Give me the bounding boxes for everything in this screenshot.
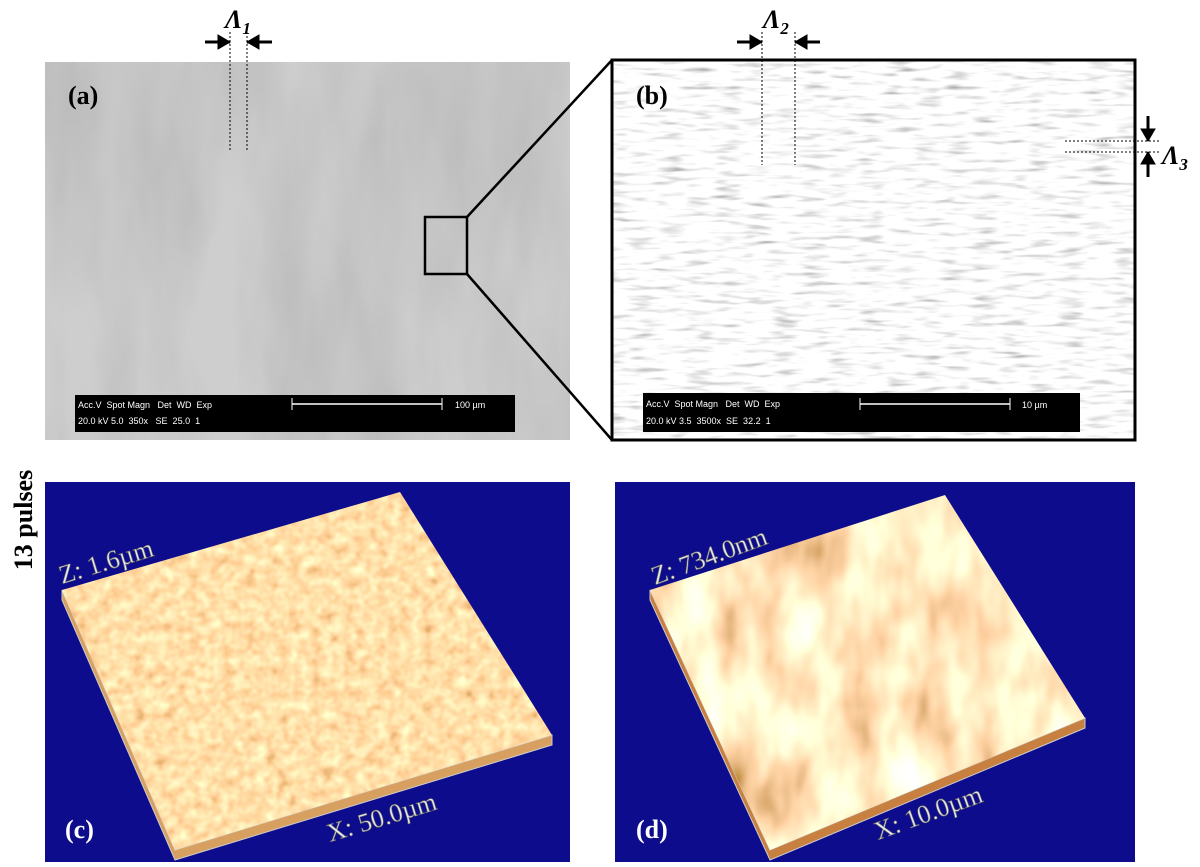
panel-label: (b) (636, 81, 668, 110)
arrow-head (749, 34, 763, 50)
panel-label: (c) (65, 815, 94, 844)
panel-d: (d) Z: 734.0nm X: 10.0µm (615, 482, 1135, 862)
zoom-box (423, 215, 469, 276)
scale-bar-label: 10 µm (1022, 400, 1047, 410)
subscript: 3 (1178, 155, 1188, 174)
symbol: Λ (761, 5, 780, 34)
arrow-head (794, 34, 808, 50)
scale-bar-label: 100 µm (455, 400, 485, 410)
panel-b: (b) Acc.V Spot Magn Det WD Exp 20.0 kV 3… (610, 58, 1137, 442)
period-label: Λ3 (1160, 141, 1188, 174)
period-2 (737, 32, 820, 165)
period-label: Λ1 (223, 5, 251, 38)
symbol: Λ (223, 5, 242, 34)
info-header: Acc.V Spot Magn Det WD Exp (646, 399, 780, 409)
panel-c: (c) Z: 1.6µm X: 50.0µm (45, 482, 570, 862)
arrow-head (1140, 128, 1156, 142)
panel-label: (d) (636, 815, 668, 844)
period-1 (205, 32, 272, 152)
arrow-head (246, 34, 260, 50)
zoom-line (466, 273, 613, 441)
info-bar (643, 393, 1080, 432)
panel-label: (a) (68, 81, 98, 110)
info-values: 20.0 kV 5.0 350x SE 25.0 1 (78, 416, 200, 426)
arrow-head (1140, 151, 1156, 165)
panel-border (610, 58, 1137, 442)
symbol: Λ (1160, 141, 1179, 170)
subscript: 1 (242, 19, 251, 38)
period-3 (1065, 116, 1160, 177)
info-values: 20.0 kV 3.5 3500x SE 32.2 1 (646, 416, 771, 426)
arrow-head (217, 34, 231, 50)
sem-texture (45, 62, 570, 440)
panel-a: (a) Acc.V Spot Magn Det WD Exp 20.0 kV 5… (45, 62, 570, 440)
sem-image (612, 60, 1135, 440)
side-label: 13 pulses (9, 470, 38, 570)
zoom-line (466, 59, 613, 218)
info-header: Acc.V Spot Magn Det WD Exp (78, 400, 212, 410)
period-label: Λ2 (761, 5, 789, 38)
subscript: 2 (779, 19, 789, 38)
